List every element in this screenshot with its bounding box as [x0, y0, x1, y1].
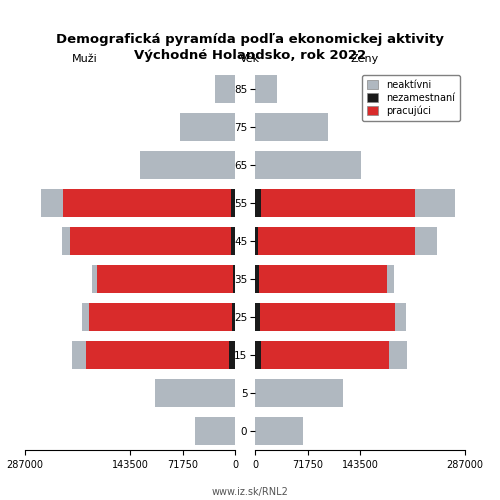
Bar: [232, 188, 235, 217]
Bar: [255, 74, 277, 104]
Bar: [260, 302, 396, 331]
Bar: [255, 188, 261, 217]
Bar: [233, 265, 235, 293]
Bar: [229, 341, 235, 369]
Bar: [90, 302, 232, 331]
Bar: [154, 379, 235, 407]
Text: Vek: Vek: [240, 54, 260, 64]
Bar: [255, 379, 343, 407]
Bar: [414, 188, 455, 217]
Bar: [258, 227, 415, 255]
Bar: [62, 227, 70, 255]
Bar: [255, 341, 261, 369]
Bar: [258, 265, 386, 293]
Bar: [255, 265, 258, 293]
Bar: [180, 113, 235, 141]
Bar: [261, 188, 414, 217]
Bar: [92, 265, 98, 293]
Bar: [386, 265, 394, 293]
Bar: [86, 341, 229, 369]
Bar: [255, 417, 302, 445]
Bar: [232, 302, 235, 331]
Text: Muži: Muži: [72, 54, 98, 64]
Bar: [261, 341, 389, 369]
Bar: [255, 151, 361, 180]
Bar: [70, 227, 232, 255]
Bar: [389, 341, 407, 369]
Bar: [255, 227, 258, 255]
Bar: [195, 417, 235, 445]
Bar: [63, 188, 232, 217]
Bar: [41, 188, 63, 217]
Text: Demografická pyramída podľa ekonomickej aktivity
Východné Holandsko, rok 2022: Demografická pyramída podľa ekonomickej …: [56, 32, 444, 62]
Text: www.iz.sk/RNL2: www.iz.sk/RNL2: [212, 487, 288, 497]
Bar: [415, 227, 437, 255]
Legend: neaktívni, nezamestnaní, pracujúci: neaktívni, nezamestnaní, pracujúci: [362, 75, 460, 121]
Bar: [98, 265, 233, 293]
Bar: [140, 151, 235, 180]
Bar: [255, 113, 328, 141]
Bar: [72, 341, 86, 369]
Bar: [82, 302, 90, 331]
Bar: [255, 302, 260, 331]
Bar: [396, 302, 406, 331]
Bar: [215, 74, 235, 104]
Text: Ženy: Ženy: [351, 52, 379, 64]
Bar: [232, 227, 235, 255]
